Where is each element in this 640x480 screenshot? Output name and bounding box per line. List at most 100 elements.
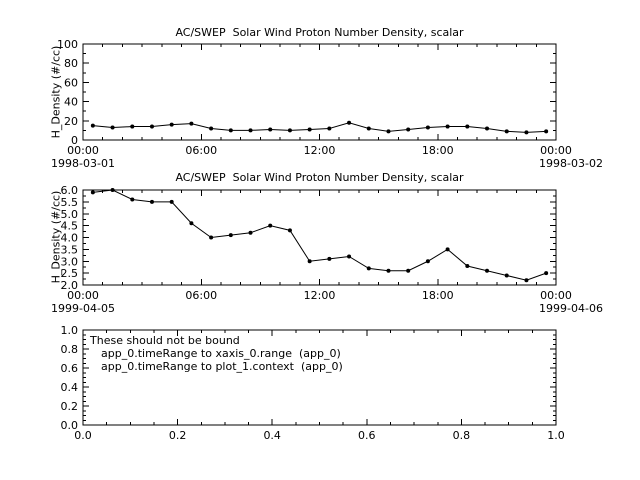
data-point xyxy=(248,128,253,133)
x-tick-label: 06:00 xyxy=(185,144,217,157)
data-point xyxy=(524,278,529,283)
data-point xyxy=(307,127,312,132)
y-axis[interactable]: 0 20 40 60 80 100 xyxy=(57,38,556,147)
data-point xyxy=(485,268,490,273)
data-point xyxy=(209,126,214,131)
data-point xyxy=(189,121,194,126)
x-tick-label: 18:00 xyxy=(422,289,454,302)
data-point xyxy=(544,271,549,276)
data-point xyxy=(149,199,154,204)
y-tick-label: 0.8 xyxy=(61,343,79,356)
y-tick-label: 2.5 xyxy=(61,267,79,280)
data-series xyxy=(90,120,549,135)
minor-ticks xyxy=(82,43,557,141)
x-tick-label: 0.8 xyxy=(453,429,471,442)
data-point xyxy=(524,130,529,135)
x-axis-start-date-1: 1998-03-01 xyxy=(51,157,115,170)
data-point xyxy=(406,127,411,132)
y-tick-label: 4.5 xyxy=(61,220,79,233)
data-point xyxy=(425,125,430,130)
data-point xyxy=(189,221,194,226)
data-point xyxy=(347,254,352,259)
y-axis[interactable]: 2.02.53.03.54.04.55.05.56.0 xyxy=(61,184,557,292)
annotation-line: app_0.timeRange to plot_1.context (app_0… xyxy=(101,360,343,373)
y-tick-label: 3.5 xyxy=(61,243,79,256)
x-tick-label: 1.0 xyxy=(547,429,565,442)
data-point xyxy=(406,268,411,273)
y-tick-label: 80 xyxy=(64,57,78,70)
data-point xyxy=(386,129,391,134)
data-point xyxy=(347,120,352,125)
data-point xyxy=(90,190,95,195)
data-point xyxy=(445,124,450,129)
x-axis[interactable]: 0.0 0.2 0.4 0.6 0.8 1.0 xyxy=(74,330,565,442)
y-tick-label: 1.0 xyxy=(61,324,79,337)
data-point xyxy=(366,266,371,271)
x-tick-label: 18:00 xyxy=(422,144,454,157)
y-tick-label: 2.0 xyxy=(61,279,79,292)
x-tick-label: 0.6 xyxy=(358,429,376,442)
x-axis-end-date-1: 1998-03-02 xyxy=(539,157,603,170)
x-tick-label: 00:00 xyxy=(67,144,99,157)
data-point xyxy=(110,125,115,130)
x-tick-label: 0.0 xyxy=(74,429,92,442)
data-point xyxy=(504,129,509,134)
x-axis[interactable]: 00:00 06:00 12:00 18:00 00:00 xyxy=(67,190,572,302)
y-tick-label: 0 xyxy=(71,134,78,147)
y-axis[interactable]: 0.0 0.2 0.4 0.6 0.8 1.0 xyxy=(61,324,557,432)
annotation-line: app_0.timeRange to xaxis_0.range (app_0) xyxy=(101,347,341,360)
data-point xyxy=(465,124,470,129)
x-tick-label: 12:00 xyxy=(304,144,336,157)
data-point xyxy=(327,126,332,131)
x-axis[interactable]: 00:00 06:00 12:00 18:00 00:00 xyxy=(67,44,572,157)
data-point xyxy=(169,199,174,204)
data-point xyxy=(228,128,233,133)
y-tick-label: 4.0 xyxy=(61,232,79,245)
plot-area-2[interactable]: 00:00 06:00 12:00 18:00 00:002.02.53.03.54.0… xyxy=(61,184,572,302)
data-point xyxy=(485,126,490,131)
data-point xyxy=(228,233,233,238)
data-series xyxy=(90,188,549,283)
y-tick-label: 0.0 xyxy=(61,419,79,432)
y-tick-label: 0.2 xyxy=(61,400,79,413)
data-point xyxy=(465,264,470,268)
x-tick-label: 06:00 xyxy=(185,289,217,302)
annotation-line: These should not be bound xyxy=(90,334,240,347)
y-tick-label: 5.0 xyxy=(61,208,79,221)
y-tick-label: 100 xyxy=(57,38,78,51)
data-point xyxy=(90,123,95,128)
x-tick-label: 00:00 xyxy=(67,289,99,302)
data-point xyxy=(366,126,371,131)
data-point xyxy=(149,124,154,129)
data-point xyxy=(504,273,509,278)
data-point xyxy=(130,124,135,129)
data-point xyxy=(209,235,214,240)
data-point xyxy=(169,122,174,127)
y-tick-label: 60 xyxy=(64,76,78,89)
data-point xyxy=(445,247,450,252)
data-point xyxy=(268,223,273,228)
data-point xyxy=(248,230,253,235)
y-tick-label: 0.4 xyxy=(61,381,79,394)
data-point xyxy=(544,129,549,134)
data-point xyxy=(287,128,292,133)
y-tick-label: 20 xyxy=(64,115,78,128)
x-tick-label: 12:00 xyxy=(304,289,336,302)
data-point xyxy=(110,188,115,192)
x-tick-label: 0.2 xyxy=(169,429,187,442)
x-axis-end-date-2: 1999-04-06 xyxy=(539,302,603,315)
y-axis-label-1: H_Density (#/cc) xyxy=(49,45,63,139)
y-tick-label: 0.6 xyxy=(61,362,79,375)
data-point xyxy=(425,259,430,264)
plot-title-1: AC/SWEP Solar Wind Proton Number Density… xyxy=(175,26,464,39)
y-tick-label: 5.5 xyxy=(61,196,79,209)
plot-title-2: AC/SWEP Solar Wind Proton Number Density… xyxy=(175,171,464,184)
data-point xyxy=(130,197,135,202)
x-tick-label: 00:00 xyxy=(540,289,572,302)
x-tick-label: 00:00 xyxy=(540,144,572,157)
y-tick-label: 6.0 xyxy=(61,184,79,197)
plot-area-3[interactable]: 0.0 0.2 0.4 0.6 0.8 1.0 0.0 0.2 0.4 0.6 0.8 1.0 xyxy=(61,324,565,442)
